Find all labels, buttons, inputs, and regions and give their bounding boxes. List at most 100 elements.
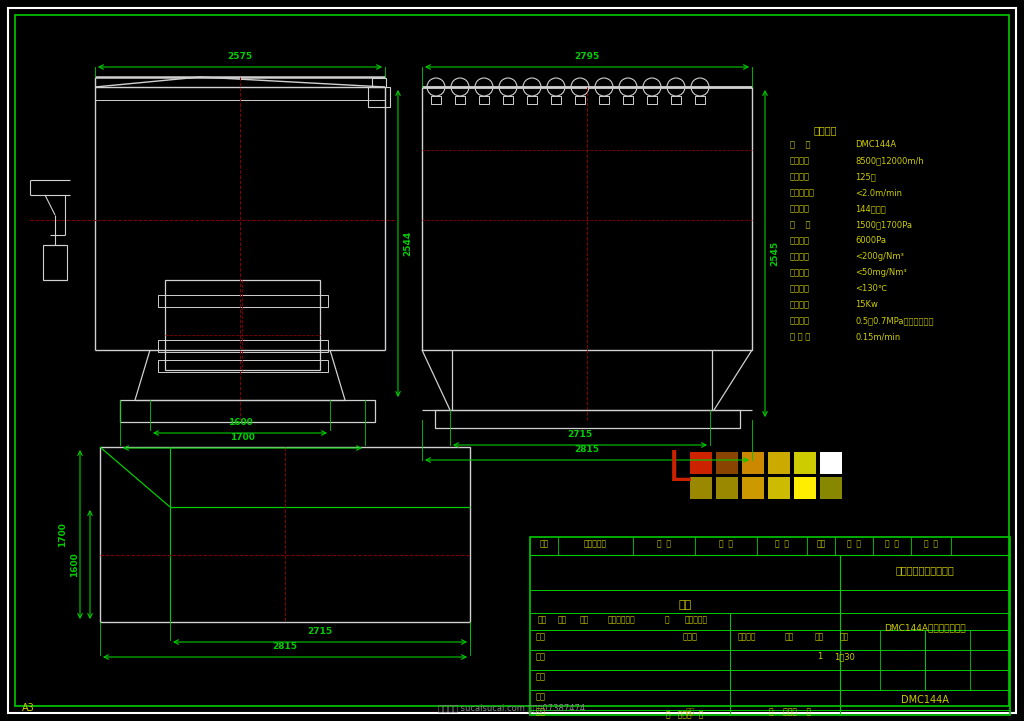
Bar (120, 400, 375, 422)
Text: 重量: 重量 (785, 632, 795, 641)
Text: 校对: 校对 (536, 672, 546, 681)
Text: 1600: 1600 (70, 552, 79, 577)
Text: 分区: 分区 (580, 615, 589, 624)
Bar (158, 340, 328, 352)
Bar (820, 452, 842, 474)
Text: 共   张，第   张: 共 张，第 张 (667, 710, 703, 719)
Text: 标准化: 标准化 (683, 632, 697, 641)
Bar (503, 96, 513, 104)
Text: 规  格: 规 格 (719, 539, 733, 548)
Bar (599, 96, 609, 104)
Bar (158, 360, 328, 372)
Text: 2815: 2815 (574, 445, 599, 454)
Text: A3: A3 (22, 703, 35, 713)
Text: 更改文件号签: 更改文件号签 (608, 615, 636, 624)
Text: 阻    力: 阻 力 (790, 220, 811, 229)
Text: DMC144A: DMC144A (901, 695, 949, 705)
Bar (527, 96, 537, 104)
Text: 单  重: 单 重 (847, 539, 861, 548)
Bar (455, 96, 465, 104)
Text: 2575: 2575 (227, 52, 253, 61)
Text: 2545: 2545 (770, 241, 779, 266)
Bar (695, 96, 705, 104)
Text: 长沙环保科技有限公司: 长沙环保科技有限公司 (896, 565, 954, 575)
Bar (716, 452, 738, 474)
Text: 滤袋总数: 滤袋总数 (790, 204, 810, 213)
Text: <50mg/Nm³: <50mg/Nm³ (855, 268, 906, 277)
Text: 耗 气 量: 耗 气 量 (790, 332, 810, 341)
Bar (165, 280, 319, 370)
Bar (768, 477, 790, 499)
Bar (431, 96, 441, 104)
Text: 1: 1 (817, 652, 822, 661)
Bar (647, 96, 657, 104)
Text: 出口浓度: 出口浓度 (790, 268, 810, 277)
Text: 制图: 制图 (536, 652, 546, 661)
Text: 型    号: 型 号 (790, 140, 811, 149)
Bar (479, 96, 489, 104)
Text: 备  注: 备 注 (924, 539, 938, 548)
Text: 1700: 1700 (230, 433, 255, 442)
Text: 处数: 处数 (558, 615, 567, 624)
Text: 年、月、日: 年、月、日 (685, 615, 709, 624)
Text: 名  称: 名 称 (657, 539, 671, 548)
Bar (671, 96, 681, 104)
Text: 1：30: 1：30 (835, 652, 855, 661)
Text: 供气压力: 供气压力 (790, 316, 810, 325)
Bar (794, 477, 816, 499)
Bar (716, 477, 738, 499)
Text: 125㎡: 125㎡ (855, 172, 876, 181)
Bar (623, 96, 633, 104)
Text: 数量: 数量 (816, 539, 825, 548)
Text: 材  料: 材 料 (775, 539, 790, 548)
Text: 技术参数: 技术参数 (813, 125, 837, 135)
Text: 标记: 标记 (538, 615, 547, 624)
Bar (690, 477, 712, 499)
Text: 承受负压: 承受负压 (790, 236, 810, 245)
Text: 1500～1700Pa: 1500～1700Pa (855, 220, 912, 229)
Text: 审核: 审核 (536, 692, 546, 701)
Text: 共    张，第    张: 共 张，第 张 (769, 707, 811, 716)
Text: L: L (668, 448, 691, 490)
Text: 设计阶段: 设计阶段 (738, 632, 757, 641)
Text: 总  重: 总 重 (885, 539, 899, 548)
Text: 2795: 2795 (574, 52, 600, 61)
Text: 0.15m/min: 0.15m/min (855, 332, 900, 341)
Bar (422, 87, 752, 350)
Text: <200g/Nm³: <200g/Nm³ (855, 252, 904, 261)
Bar (575, 96, 585, 104)
Bar (768, 452, 790, 474)
Text: 代（图）号: 代（图）号 (584, 539, 607, 548)
Text: 处理风量: 处理风量 (790, 156, 810, 165)
Text: 2544: 2544 (403, 231, 412, 256)
Text: 电机功率: 电机功率 (790, 300, 810, 309)
Text: 15Kw: 15Kw (855, 300, 878, 309)
Bar (158, 295, 328, 307)
Text: <2.0m/min: <2.0m/min (855, 188, 902, 197)
Text: DMC144A: DMC144A (855, 140, 896, 149)
Text: DMC144A脉冲单机除尘器: DMC144A脉冲单机除尘器 (884, 623, 966, 632)
Text: 批准: 批准 (536, 707, 546, 716)
Text: 序号: 序号 (540, 539, 549, 548)
Text: 入口浓度: 入口浓度 (790, 252, 810, 261)
Bar (742, 452, 764, 474)
Bar (368, 87, 390, 107)
Text: 名: 名 (665, 615, 670, 624)
Text: 6000Pa: 6000Pa (855, 236, 886, 245)
Bar (100, 447, 470, 622)
Bar (820, 477, 842, 499)
Bar (794, 452, 816, 474)
Bar (435, 410, 740, 428)
Text: 个数: 个数 (815, 632, 824, 641)
Text: 过滤面积: 过滤面积 (790, 172, 810, 181)
Text: 8500～12000m/h: 8500～12000m/h (855, 156, 924, 165)
Text: 总图: 总图 (678, 600, 691, 610)
Text: 1600: 1600 (227, 418, 252, 427)
Text: 设计: 设计 (536, 632, 546, 641)
Bar (742, 477, 764, 499)
Text: 比例: 比例 (840, 632, 849, 641)
Bar (551, 96, 561, 104)
Text: 净化滤风速: 净化滤风速 (790, 188, 815, 197)
Bar (690, 452, 712, 474)
Text: 入口温度: 入口温度 (790, 284, 810, 293)
